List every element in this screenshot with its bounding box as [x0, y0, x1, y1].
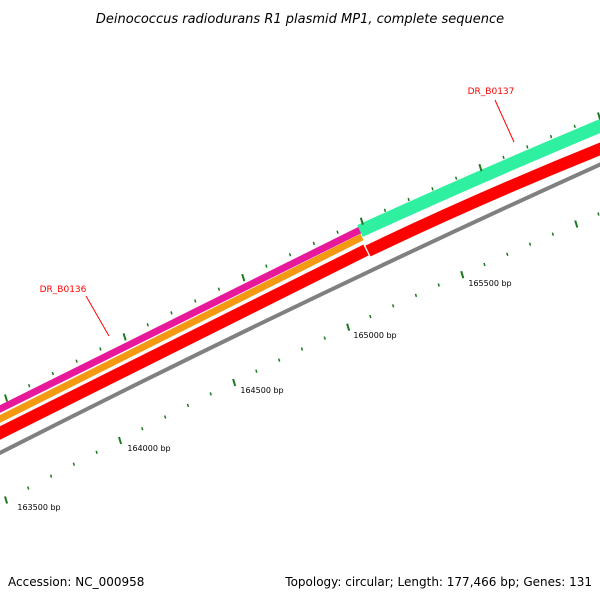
tick-mark [414, 293, 418, 298]
tick-mark [255, 369, 258, 373]
tick-mark [186, 403, 190, 408]
tick-mark [359, 217, 364, 225]
tick-mark [369, 314, 372, 319]
gene-leader-line [494, 99, 515, 143]
scale-labels: 163500 bp 164000 bp 164500 bp 165000 bp … [17, 279, 511, 512]
feature-pink [0, 226, 362, 413]
scale-label-165000: 165000 bp [353, 331, 396, 340]
tick-mark [437, 283, 440, 287]
scale-label-163500: 163500 bp [17, 503, 60, 512]
tick-marks [4, 112, 600, 504]
gene-label-dr-b0137[interactable]: DR_B0137 [468, 87, 515, 143]
tick-mark [277, 358, 281, 362]
tick-mark [146, 323, 149, 327]
tick-mark [528, 242, 532, 246]
gene-leader-line [85, 295, 110, 337]
tick-mark [217, 287, 221, 291]
tick-mark [209, 392, 212, 396]
tick-mark [454, 176, 458, 180]
feature-red-left [0, 244, 369, 440]
tick-mark [194, 299, 197, 303]
scale-label-164500: 164500 bp [240, 386, 283, 395]
tick-mark [99, 347, 102, 351]
tick-mark [323, 336, 326, 340]
tick-mark [336, 230, 339, 234]
tick-mark [526, 145, 529, 149]
tick-mark [346, 323, 351, 331]
tick-mark [483, 262, 486, 267]
tick-mark [49, 474, 53, 478]
tick-mark [551, 232, 555, 236]
tick-mark [549, 134, 553, 139]
tick-mark [574, 220, 579, 228]
tick-mark [407, 197, 410, 202]
accession-label: Accession: NC_000958 [8, 575, 144, 589]
tick-mark [51, 371, 55, 376]
gene-label-dr-b0136[interactable]: DR_B0136 [40, 285, 110, 337]
tick-mark [506, 252, 509, 257]
tick-mark [118, 436, 123, 445]
tick-mark [95, 450, 98, 455]
tick-mark [27, 486, 30, 490]
tick-mark [122, 333, 127, 341]
tick-mark [478, 163, 483, 172]
tick-mark [460, 270, 465, 279]
scale-label-164000: 164000 bp [127, 444, 170, 453]
backbone-ring [0, 162, 600, 456]
tick-mark [383, 208, 387, 213]
feature-orange [0, 233, 364, 423]
feature-mint [357, 119, 600, 237]
tick-mark [265, 264, 268, 268]
tick-mark [4, 394, 9, 402]
feature-red-right [365, 142, 600, 257]
tick-mark [170, 311, 173, 315]
map-title: Deinococcus radiodurans R1 plasmid MP1, … [96, 12, 504, 27]
tick-mark [573, 124, 576, 129]
tick-mark [597, 212, 600, 216]
tick-mark [141, 426, 144, 431]
tick-mark [4, 496, 9, 504]
tick-mark [288, 252, 292, 257]
gene-label-text: DR_B0136 [40, 285, 87, 295]
tick-mark [163, 415, 167, 419]
gene-label-text: DR_B0137 [468, 87, 515, 97]
tick-mark [312, 241, 316, 246]
tick-mark [300, 347, 304, 351]
tick-mark [502, 155, 505, 160]
tick-mark [431, 187, 434, 191]
tick-mark [232, 378, 237, 387]
genome-summary: Topology: circular; Length: 177,466 bp; … [284, 575, 592, 589]
tick-mark [72, 462, 76, 466]
feature-tracks [0, 119, 600, 456]
tick-mark [27, 383, 31, 388]
tick-mark [391, 304, 395, 308]
tick-mark [75, 359, 78, 363]
tick-mark [241, 273, 246, 282]
scale-label-165500: 165500 bp [468, 279, 511, 288]
